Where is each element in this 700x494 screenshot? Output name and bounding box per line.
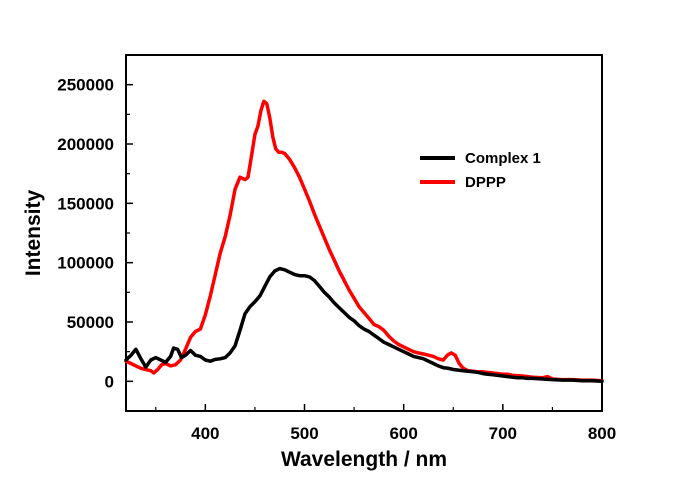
x-axis-title: Wavelength / nm [281, 448, 447, 471]
x-tick-label: 800 [588, 424, 616, 443]
y-tick-label: 100000 [57, 254, 114, 273]
y-axis-title: Intensity [22, 190, 45, 277]
y-tick-label: 200000 [57, 135, 114, 154]
series-line-complex-1 [124, 266, 604, 384]
y-tick-label: 0 [105, 372, 114, 391]
legend-label-dppp: DPPP [465, 174, 506, 191]
legend: Complex 1 DPPP [420, 150, 541, 191]
series-line-dppp [124, 99, 604, 383]
plot-frame [125, 54, 603, 412]
ticks-layer: 400 500 600 700 800 0 50000 100000 150000 200000 2… [57, 76, 616, 443]
legend-label-complex-1: Complex 1 [465, 150, 541, 167]
x-tick-label: 600 [389, 424, 417, 443]
x-tick-label: 400 [191, 424, 219, 443]
x-tick-label: 500 [290, 424, 318, 443]
y-tick-label: 150000 [57, 194, 114, 213]
series-layer [124, 99, 604, 384]
x-tick-label: 700 [489, 424, 517, 443]
y-tick-label: 50000 [67, 313, 114, 332]
y-tick-label: 250000 [57, 76, 114, 95]
